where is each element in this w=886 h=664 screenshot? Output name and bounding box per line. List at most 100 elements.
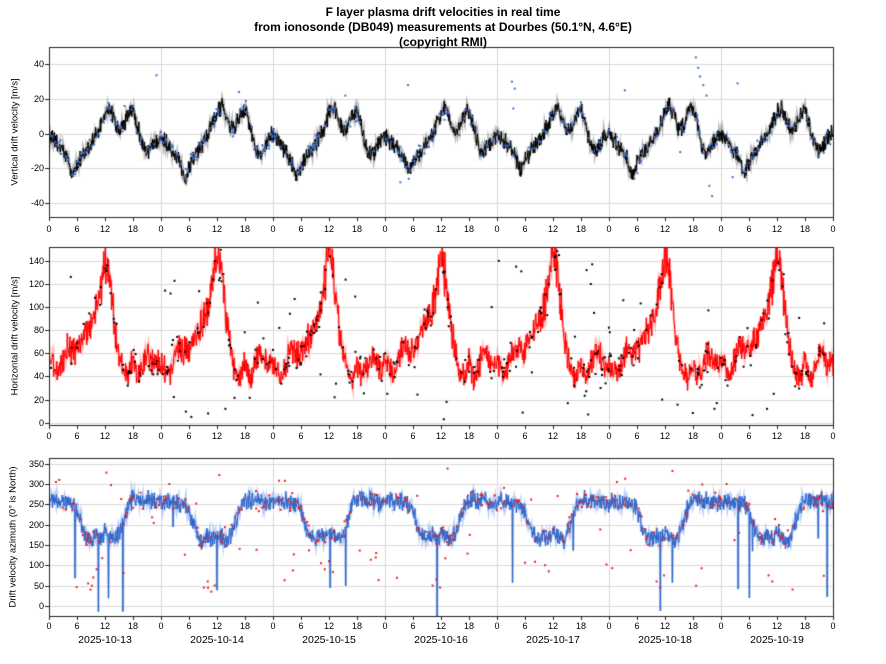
hour-tick-label: 0 (494, 224, 500, 234)
hour-tick-label: 12 (547, 431, 558, 441)
hour-tick-label: 0 (270, 224, 276, 234)
hour-tick-label: 18 (239, 224, 250, 234)
y-tick-label: 300 (28, 479, 44, 489)
hour-tick-label: 12 (99, 224, 110, 234)
hour-tick-label: 0 (830, 431, 836, 441)
hour-tick-label: 6 (634, 224, 640, 234)
hour-tick-label: 0 (270, 621, 276, 631)
hour-tick-label: 6 (186, 621, 192, 631)
y-tick-label: 0 (38, 129, 44, 139)
y-tick-label: 0 (38, 601, 44, 611)
y-tick-label: -20 (30, 163, 44, 173)
hour-tick-label: 0 (46, 621, 52, 631)
hour-tick-label: 0 (718, 621, 724, 631)
date-label: 2025-10-13 (78, 634, 132, 646)
hour-tick-label: 6 (298, 621, 304, 631)
hour-tick-label: 18 (799, 431, 810, 441)
hour-tick-label: 12 (435, 431, 446, 441)
y-tick-label: 250 (28, 499, 44, 509)
hour-tick-label: 6 (522, 431, 528, 441)
y-tick-label: 350 (28, 459, 44, 469)
y-tick-label: 100 (28, 560, 44, 570)
hour-tick-label: 18 (463, 621, 474, 631)
hour-tick-label: 0 (830, 621, 836, 631)
hour-tick-label: 0 (606, 431, 612, 441)
hour-tick-label: 6 (522, 224, 528, 234)
hour-tick-label: 0 (718, 431, 724, 441)
hour-tick-label: 18 (799, 621, 810, 631)
hour-tick-label: 12 (211, 431, 222, 441)
hour-tick-label: 12 (435, 224, 446, 234)
hour-tick-label: 12 (211, 224, 222, 234)
hour-tick-label: 0 (830, 224, 836, 234)
date-label: 2025-10-15 (302, 634, 356, 646)
y-tick-label: 50 (33, 581, 44, 591)
hour-tick-label: 18 (799, 224, 810, 234)
hour-tick-label: 18 (687, 621, 698, 631)
y-tick-label: 150 (28, 540, 44, 550)
hour-tick-label: 18 (239, 621, 250, 631)
hour-tick-label: 18 (575, 224, 586, 234)
hour-tick-label: 18 (239, 431, 250, 441)
hour-tick-label: 18 (575, 621, 586, 631)
chart-subtitle: from ionosonde (DB049) measurements at D… (254, 20, 632, 34)
hour-tick-label: 18 (127, 621, 138, 631)
hour-tick-label: 12 (435, 621, 446, 631)
hour-tick-label: 18 (351, 224, 362, 234)
y-tick-label: 120 (28, 279, 44, 289)
hour-tick-label: 0 (606, 621, 612, 631)
hour-tick-label: 0 (606, 224, 612, 234)
chart-copyright: (copyright RMI) (399, 35, 487, 49)
hour-tick-label: 0 (158, 431, 164, 441)
hour-tick-label: 12 (659, 431, 670, 441)
date-label: 2025-10-19 (750, 634, 804, 646)
hour-tick-label: 6 (74, 224, 80, 234)
hour-tick-label: 18 (687, 431, 698, 441)
hour-tick-label: 6 (634, 621, 640, 631)
hour-tick-label: 12 (99, 431, 110, 441)
y-tick-label: 40 (33, 371, 44, 381)
hour-tick-label: 18 (575, 431, 586, 441)
hour-tick-label: 6 (74, 431, 80, 441)
hour-tick-label: 6 (410, 431, 416, 441)
hour-tick-label: 12 (659, 621, 670, 631)
hour-tick-label: 6 (634, 431, 640, 441)
hour-tick-label: 12 (323, 621, 334, 631)
hour-tick-label: 18 (127, 431, 138, 441)
hour-tick-label: 18 (351, 621, 362, 631)
hour-tick-label: 6 (298, 224, 304, 234)
hour-tick-label: 0 (46, 224, 52, 234)
hour-tick-label: 0 (382, 431, 388, 441)
y-tick-label: 80 (33, 325, 44, 335)
hour-tick-label: 0 (382, 224, 388, 234)
y-tick-label: 200 (28, 520, 44, 530)
hour-tick-label: 0 (382, 621, 388, 631)
y-tick-label: 20 (33, 94, 44, 104)
hour-tick-label: 6 (746, 621, 752, 631)
hour-tick-label: 12 (99, 621, 110, 631)
y-tick-label: -40 (30, 198, 44, 208)
hour-tick-label: 0 (158, 224, 164, 234)
hour-tick-label: 6 (746, 431, 752, 441)
y-tick-label: 60 (33, 348, 44, 358)
hour-tick-label: 6 (522, 621, 528, 631)
hour-tick-label: 18 (463, 224, 474, 234)
hour-tick-label: 6 (410, 224, 416, 234)
y-tick-label: 140 (28, 256, 44, 266)
date-label: 2025-10-18 (638, 634, 692, 646)
hour-tick-label: 12 (771, 431, 782, 441)
date-label: 2025-10-14 (190, 634, 244, 646)
hour-tick-label: 0 (158, 621, 164, 631)
date-label: 2025-10-16 (414, 634, 468, 646)
chart-title: F layer plasma drift velocities in real … (325, 5, 561, 19)
hour-tick-label: 6 (410, 621, 416, 631)
hour-tick-label: 18 (127, 224, 138, 234)
hour-tick-label: 18 (687, 224, 698, 234)
hour-tick-label: 6 (186, 224, 192, 234)
hour-tick-label: 0 (718, 224, 724, 234)
hour-tick-label: 12 (323, 431, 334, 441)
hour-tick-label: 18 (463, 431, 474, 441)
hour-tick-label: 12 (211, 621, 222, 631)
